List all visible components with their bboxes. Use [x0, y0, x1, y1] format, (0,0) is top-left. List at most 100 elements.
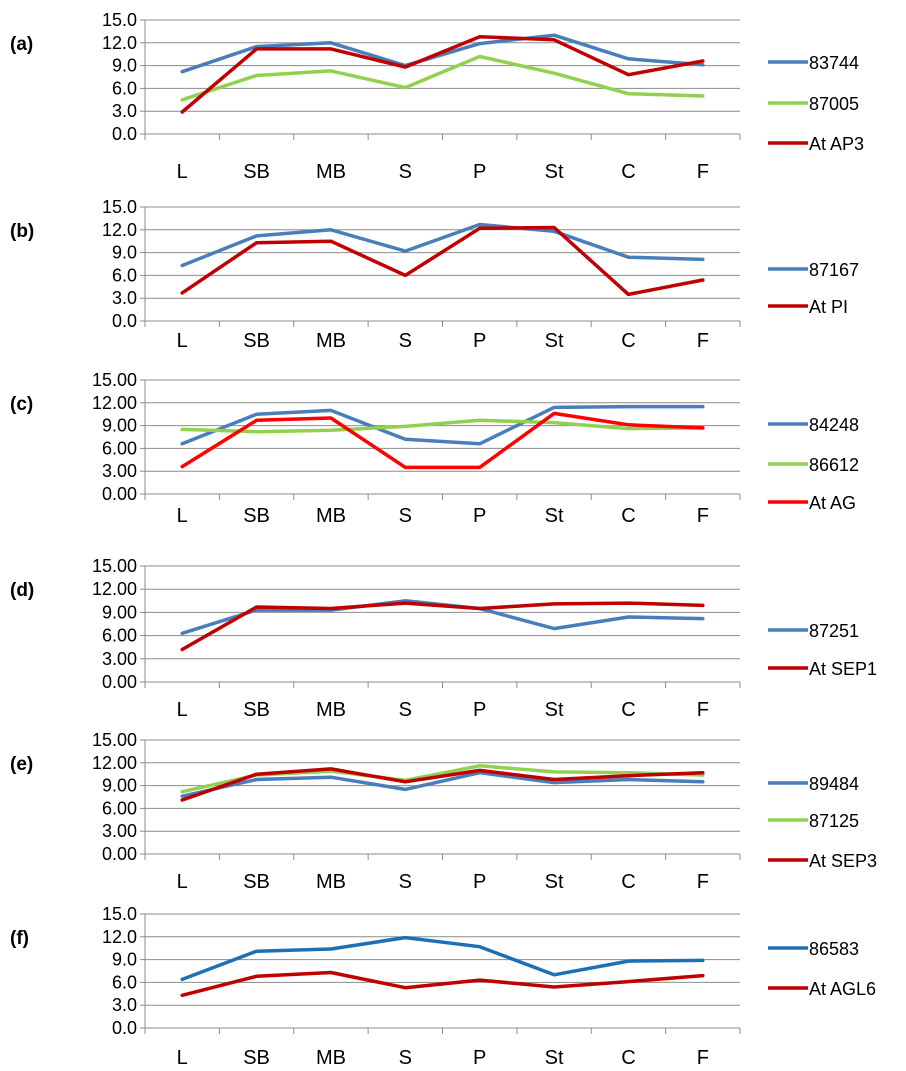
- panel-d-category-label: L: [177, 699, 188, 721]
- panel-e-category-label: L: [177, 871, 188, 893]
- panel-e-y-tick-label: 12.00: [92, 753, 137, 773]
- panel-b-category-label: SB: [243, 330, 270, 352]
- panel-b-category-label: F: [697, 330, 709, 352]
- panel-c-legend-label-at-ag: At AG: [809, 493, 856, 513]
- panel-d-y-tick-label: 12.00: [92, 579, 137, 599]
- panel-e-category-label: P: [473, 871, 486, 893]
- panel-f-y-tick-label: 12.0: [102, 927, 137, 947]
- panel-a-y-tick-label: 15.0: [102, 10, 137, 30]
- panel-c-y-tick-label: 12.00: [92, 393, 137, 413]
- panel-d-category-label: SB: [243, 699, 270, 721]
- panel-f-legend-label-86583: 86583: [809, 939, 859, 959]
- panel-e-y-tick-label: 0.00: [102, 844, 137, 864]
- panel-a-category-label: St: [545, 161, 564, 183]
- panel-b-label: (b): [10, 221, 34, 242]
- panel-c-y-tick-label: 9.00: [102, 416, 137, 436]
- panel-b-category-label: St: [545, 330, 564, 352]
- panel-c-y-tick-label: 6.00: [102, 438, 137, 458]
- panel-d-legend-label-87251: 87251: [809, 621, 859, 641]
- panel-b-category-label: P: [473, 330, 486, 352]
- panel-d-category-label: St: [545, 699, 564, 721]
- panel-a-category-label: L: [177, 161, 188, 183]
- panel-c-y-tick-label: 0.00: [102, 484, 137, 504]
- panel-b: (b) 0.0 3.0 6.09.0 12.0 15.0 L SB MB S P St C F 87167 A…: [10, 197, 859, 352]
- panel-f: (f) 0.0 3.0 6.09.0 12.0 15.0 L SB MB S P St C F 86583 A…: [10, 904, 876, 1069]
- panel-a-legend-label-83744: 83744: [809, 53, 859, 73]
- panel-d-y-tick-label: 0.00: [102, 672, 137, 692]
- panel-e-label: (e): [10, 754, 33, 775]
- panel-d-category-label: F: [697, 699, 709, 721]
- panel-c-category-label: L: [177, 505, 188, 527]
- panel-b-category-label: S: [399, 330, 412, 352]
- panel-a-category-label: MB: [316, 161, 346, 183]
- panel-d-y-tick-label: 9.00: [102, 602, 137, 622]
- panel-a-category-label: P: [473, 161, 486, 183]
- panel-c-category-label: C: [621, 505, 635, 527]
- panel-a-label: (a): [10, 34, 33, 55]
- panel-f-category-label: L: [177, 1047, 188, 1069]
- panel-e-legend-label-89484: 89484: [809, 774, 859, 794]
- panel-c-category-label: SB: [243, 505, 270, 527]
- panel-f-y-tick-label: 6.0: [112, 972, 137, 992]
- panel-b-y-tick-label: 15.0: [102, 197, 137, 217]
- panel-f-category-label: SB: [243, 1047, 270, 1069]
- panel-a-y-tick-label: 0.0: [112, 124, 137, 144]
- panel-c-category-label: F: [697, 505, 709, 527]
- panel-b-legend-label-at-pi: At PI: [809, 297, 848, 317]
- panel-d-y-tick-label: 15.00: [92, 556, 137, 576]
- panel-b-y-tick-label: 0.0: [112, 311, 137, 331]
- panel-e-category-label: SB: [243, 871, 270, 893]
- panel-c-category-label: P: [473, 505, 486, 527]
- panel-a-category-label: S: [399, 161, 412, 183]
- panel-b-legend-label-87167: 87167: [809, 260, 859, 280]
- panel-f-category-label: P: [473, 1047, 486, 1069]
- panel-d-y-tick-label: 3.00: [102, 649, 137, 669]
- panel-a-y-tick-label: 9.0: [112, 56, 137, 76]
- panel-e-y-tick-label: 3.00: [102, 821, 137, 841]
- panel-a-legend-label-87005: 87005: [809, 94, 859, 114]
- panel-f-y-tick-label: 15.0: [102, 904, 137, 924]
- panel-c-label: (c): [10, 394, 33, 415]
- panel-b-y-tick-label: 6.0: [112, 265, 137, 285]
- panel-e-y-tick-label: 6.00: [102, 798, 137, 818]
- panel-c-y-tick-label: 15.00: [92, 370, 137, 390]
- panel-b-category-label: MB: [316, 330, 346, 352]
- panel-f-y-tick-label: 9.0: [112, 950, 137, 970]
- panel-e-category-label: F: [697, 871, 709, 893]
- panel-e-category-label: C: [621, 871, 635, 893]
- panel-e-legend-label-87125: 87125: [809, 811, 859, 831]
- panel-f-series-line-86583: [180, 935, 705, 982]
- panel-a-series-line-83744: [180, 33, 705, 74]
- panel-a-legend-label-at-ap3: At AP3: [809, 134, 864, 154]
- panel-f-category-label: St: [545, 1047, 564, 1069]
- panel-b-series-line-at-pi: [180, 225, 705, 297]
- panel-e-y-tick-label: 9.00: [102, 776, 137, 796]
- panel-d-category-label: P: [473, 699, 486, 721]
- panel-a-category-label: C: [621, 161, 635, 183]
- panel-b-y-tick-label: 12.0: [102, 220, 137, 240]
- panel-d-y-tick-label: 6.00: [102, 626, 137, 646]
- panel-c-series-line-84248: [180, 404, 705, 446]
- panel-d-label: (d): [10, 580, 34, 601]
- panel-e-category-label: MB: [316, 871, 346, 893]
- panel-d-category-label: C: [621, 699, 635, 721]
- panel-d-series-line-at-sep1: [180, 601, 705, 652]
- panel-d-category-label: S: [399, 699, 412, 721]
- panel-f-y-tick-label: 3.0: [112, 995, 137, 1015]
- panel-b-category-label: L: [177, 330, 188, 352]
- panel-f-y-tick-label: 0.0: [112, 1018, 137, 1038]
- panel-d-category-label: MB: [316, 699, 346, 721]
- panel-a-y-tick-label: 6.0: [112, 78, 137, 98]
- panel-a-series-line-at-ap3: [180, 34, 705, 114]
- panel-e-legend-label-at-sep3: At SEP3: [809, 851, 877, 871]
- panel-a-category-label: SB: [243, 161, 270, 183]
- panel-f-category-label: MB: [316, 1047, 346, 1069]
- panel-c-series-line-86612: [180, 418, 705, 434]
- panel-c: (c) 0.00 3.00 6.009.00 12.00 15.00 L SB MB S P St C F…: [10, 370, 859, 527]
- panel-d-legend-label-at-sep1: At SEP1: [809, 659, 877, 679]
- panel-c-y-tick-label: 3.00: [102, 461, 137, 481]
- panel-f-category-label: C: [621, 1047, 635, 1069]
- panel-f-series-line-at-agl6: [180, 970, 705, 998]
